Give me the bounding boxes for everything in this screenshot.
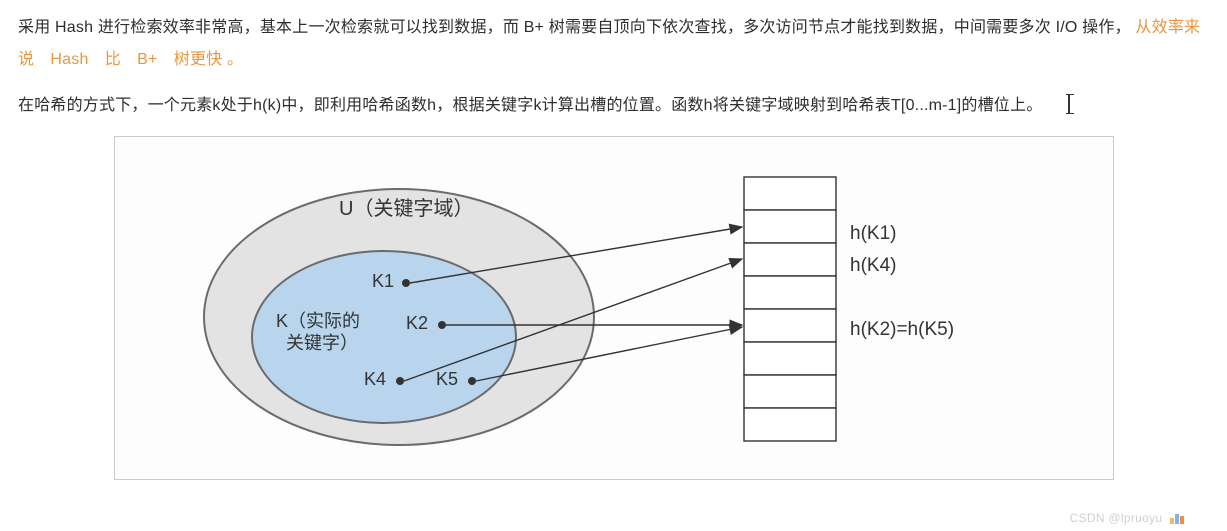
hash-diagram-svg: U（关键字域） K（实际的关键字） K1 K2 K4 K5 h(K1) h(K4) h(K2)=… (174, 157, 1054, 457)
hash-slot (744, 309, 836, 342)
hash-slot (744, 408, 836, 441)
hash-slot (744, 210, 836, 243)
p1-text-a: 采用 Hash 进行检索效率非常高，基本上一次检索就可以找到数据，而 B+ 树需… (18, 19, 1131, 36)
key-dot (396, 377, 404, 385)
key-dot (468, 377, 476, 385)
label-u: U（关键字域） (339, 197, 473, 220)
hash-diagram-container: U（关键字域） K（实际的关键字） K1 K2 K4 K5 h(K1) h(K4) h(K2)=… (114, 136, 1114, 480)
paragraph-1: 采用 Hash 进行检索效率非常高，基本上一次检索就可以找到数据，而 B+ 树需… (18, 12, 1209, 76)
p2-text: 在哈希的方式下，一个元素k处于h(k)中，即利用哈希函数h，根据关键字k计算出槽… (18, 97, 1042, 114)
paragraph-2: 在哈希的方式下，一个元素k处于h(k)中，即利用哈希函数h，根据关键字k计算出槽… (18, 90, 1209, 122)
key-label: K1 (372, 271, 394, 291)
key-label: K4 (364, 369, 386, 389)
slot-label: h(K1) (850, 223, 896, 244)
slot-label: h(K2)=h(K5) (850, 319, 954, 340)
text-cursor-icon (1068, 95, 1070, 113)
label-k-line2: 关键字） (286, 333, 358, 353)
hash-slot (744, 177, 836, 210)
key-dot (438, 321, 446, 329)
key-label: K2 (406, 313, 428, 333)
hash-slot (744, 375, 836, 408)
key-label: K5 (436, 369, 458, 389)
key-dot (402, 279, 410, 287)
label-k-line1: K（实际的 (276, 311, 360, 331)
watermark-chart-icon (1170, 513, 1185, 527)
hash-slot (744, 276, 836, 309)
hash-slot (744, 342, 836, 375)
watermark: CSDN @lpruoyu (1070, 511, 1185, 527)
watermark-text: CSDN @lpruoyu (1070, 511, 1163, 525)
slot-label: h(K4) (850, 255, 896, 276)
hash-slot (744, 243, 836, 276)
